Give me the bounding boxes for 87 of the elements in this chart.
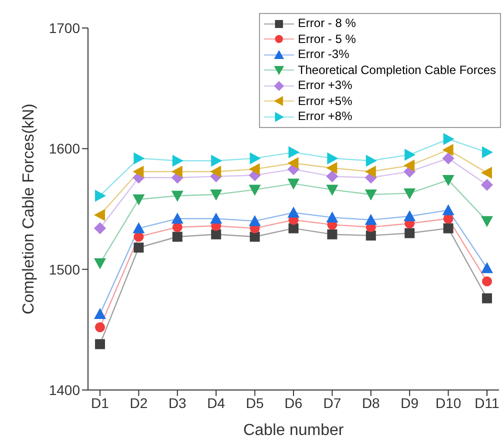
point	[250, 152, 261, 164]
point	[94, 222, 106, 234]
y-axis-title: Completion Cable Forces(kN)	[20, 104, 38, 314]
point	[288, 206, 300, 218]
legend-label: Error - 5 %	[298, 32, 356, 47]
point	[326, 162, 338, 174]
point	[364, 214, 377, 225]
point	[482, 276, 492, 286]
y-tick-label: 1500	[48, 261, 80, 278]
point	[250, 232, 260, 242]
point	[132, 166, 144, 178]
x-tick-label: D10	[435, 394, 462, 411]
point	[327, 152, 338, 164]
point	[288, 157, 298, 170]
point	[442, 175, 454, 186]
y-tick-label: 1400	[48, 382, 80, 398]
point	[94, 308, 106, 319]
point	[404, 188, 416, 200]
point	[211, 154, 222, 167]
point	[326, 184, 338, 196]
point	[442, 144, 454, 156]
point	[94, 258, 106, 270]
point	[443, 223, 454, 234]
legend-label: Error +3%	[298, 78, 352, 94]
point	[172, 222, 182, 232]
point	[210, 212, 222, 224]
point	[481, 262, 493, 274]
point	[481, 178, 493, 191]
legend-label: Error +5%	[298, 94, 352, 109]
point	[326, 211, 338, 222]
point	[481, 216, 493, 228]
point	[364, 190, 377, 201]
point	[326, 170, 338, 182]
point	[442, 204, 454, 216]
point	[172, 154, 184, 167]
x-tick-label: D1	[91, 394, 110, 411]
legend-label: Error -3%	[298, 47, 350, 62]
point	[132, 194, 145, 206]
point	[171, 190, 184, 202]
point	[132, 222, 145, 234]
point	[366, 154, 377, 167]
point	[404, 210, 416, 222]
point	[171, 212, 184, 224]
point	[327, 229, 338, 240]
point	[248, 215, 261, 226]
point	[364, 166, 376, 178]
point	[210, 166, 222, 178]
point	[442, 152, 454, 164]
point	[211, 229, 222, 240]
point	[95, 339, 105, 350]
x-tick-label: D9	[400, 394, 419, 411]
point	[248, 184, 261, 196]
point	[94, 209, 105, 222]
x-tick-label: D6	[284, 394, 303, 411]
x-tick-label: D7	[323, 394, 342, 411]
point	[171, 166, 182, 178]
y-tick-label: 1600	[48, 140, 80, 157]
x-tick-label: D8	[362, 394, 380, 411]
point	[443, 133, 454, 146]
point	[95, 322, 105, 332]
x-tick-label: D5	[246, 394, 264, 411]
point	[134, 242, 144, 253]
point	[443, 214, 454, 224]
y-tick-label: 1700	[48, 20, 80, 36]
point	[481, 166, 492, 179]
point	[366, 230, 376, 241]
point	[482, 293, 492, 304]
point	[404, 160, 415, 172]
legend-label: Error +8%	[298, 109, 352, 124]
point	[288, 223, 298, 234]
point	[288, 146, 300, 158]
point	[288, 178, 300, 190]
x-axis-title: Cable number	[243, 422, 344, 439]
point	[248, 163, 260, 176]
point	[482, 146, 493, 158]
legend-label: Error - 8 %	[298, 16, 356, 32]
legend-label: Theoretical Completion Cable Forces	[298, 62, 496, 78]
point	[172, 232, 182, 242]
x-tick-label: D2	[130, 394, 148, 411]
point	[404, 228, 415, 238]
x-tick-label: D11	[474, 394, 500, 411]
point	[404, 148, 416, 161]
x-tick-label: D3	[168, 394, 187, 411]
x-tick-label: D4	[207, 394, 226, 411]
point	[134, 152, 145, 164]
point	[95, 190, 106, 202]
point	[210, 190, 222, 201]
